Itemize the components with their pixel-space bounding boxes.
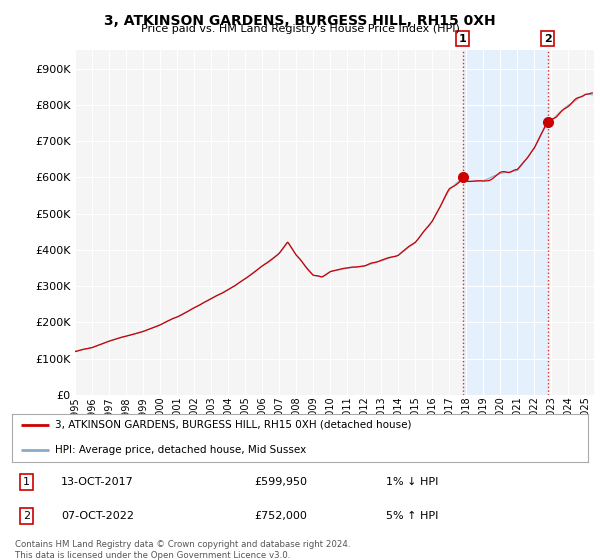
Text: 3, ATKINSON GARDENS, BURGESS HILL, RH15 0XH (detached house): 3, ATKINSON GARDENS, BURGESS HILL, RH15 … (55, 420, 412, 430)
Text: Contains HM Land Registry data © Crown copyright and database right 2024.
This d: Contains HM Land Registry data © Crown c… (15, 540, 350, 560)
Text: 5% ↑ HPI: 5% ↑ HPI (386, 511, 439, 521)
Text: Price paid vs. HM Land Registry's House Price Index (HPI): Price paid vs. HM Land Registry's House … (140, 24, 460, 34)
Text: 3, ATKINSON GARDENS, BURGESS HILL, RH15 0XH: 3, ATKINSON GARDENS, BURGESS HILL, RH15 … (104, 14, 496, 28)
Text: 2: 2 (544, 34, 551, 44)
Text: £752,000: £752,000 (254, 511, 307, 521)
Bar (463, 50, 548, 395)
Text: 1% ↓ HPI: 1% ↓ HPI (386, 477, 439, 487)
Text: 1: 1 (459, 34, 467, 44)
Text: 2: 2 (23, 511, 30, 521)
Text: HPI: Average price, detached house, Mid Sussex: HPI: Average price, detached house, Mid … (55, 445, 307, 455)
Text: 07-OCT-2022: 07-OCT-2022 (61, 511, 134, 521)
Text: £599,950: £599,950 (254, 477, 307, 487)
Text: 1: 1 (23, 477, 30, 487)
Text: 13-OCT-2017: 13-OCT-2017 (61, 477, 134, 487)
